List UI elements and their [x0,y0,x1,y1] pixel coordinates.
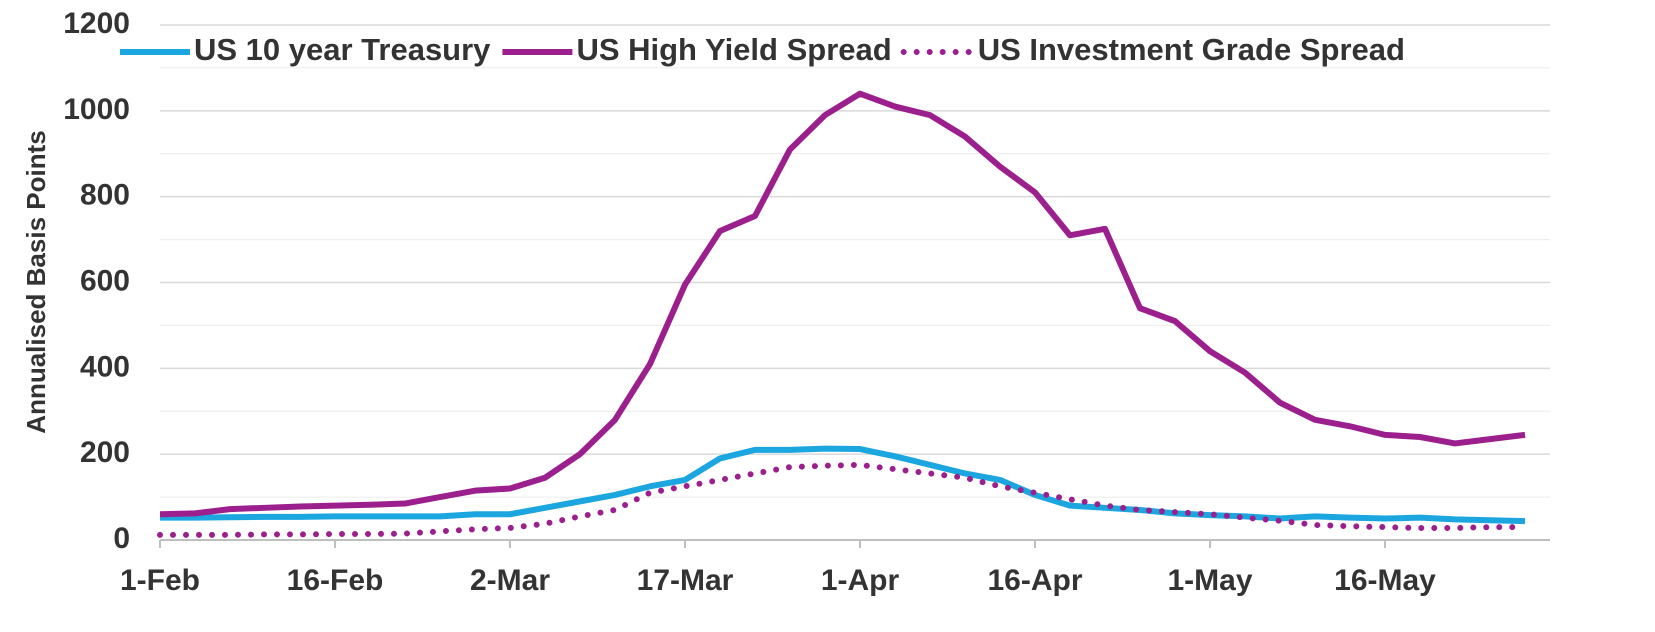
x-tick-label: 16-Apr [987,564,1082,597]
legend-label: US 10 year Treasury [194,32,491,67]
legend-label: US Investment Grade Spread [978,32,1405,67]
x-tick-label: 2-Mar [470,564,550,597]
y-tick-label: 1000 [63,93,130,126]
x-tick-label: 1-Feb [120,564,200,597]
legend-label: US High Yield Spread [576,32,891,67]
x-tick-label: 16-May [1334,564,1436,597]
series-line [157,461,1528,538]
y-tick-label: 400 [80,350,130,383]
x-tick-label: 1-May [1167,564,1252,597]
x-tick-label: 16-Feb [287,564,384,597]
x-tick-label: 1-Apr [821,564,900,597]
y-tick-label: 0 [113,522,130,555]
series-line [159,90,1526,518]
y-tick-label: 1200 [63,7,130,40]
series-line [160,445,1526,525]
x-tick-label: 17-Mar [637,564,734,597]
y-tick-label: 600 [80,264,130,297]
y-tick-label: 800 [80,179,130,212]
y-tick-label: 200 [80,436,130,469]
y-axis-label: Annualised Basis Points [21,130,51,433]
